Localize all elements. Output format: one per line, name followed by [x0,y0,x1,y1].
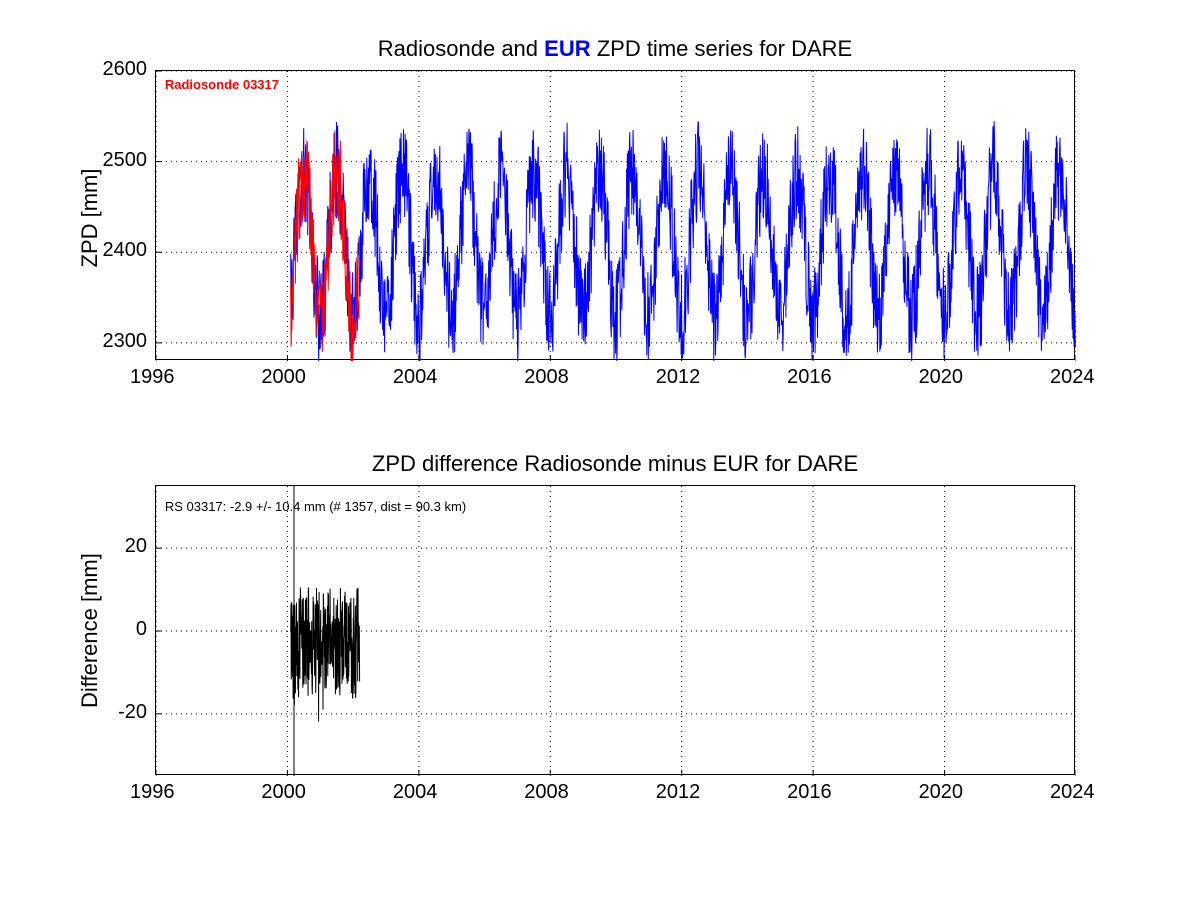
plot2-canvas [156,486,1076,776]
plot1-canvas [156,71,1076,361]
xtick-label: 2012 [656,366,701,389]
ytick-label: 0 [136,618,147,641]
xtick-label: 2008 [524,781,569,804]
xtick-label: 2016 [787,366,832,389]
xtick-label: 2000 [261,781,306,804]
ytick-label: 20 [125,535,147,558]
ytick-label: 2500 [103,149,148,172]
plot1-title-part-0: Radiosonde and [378,36,544,61]
figure-container: Radiosonde and EUR ZPD time series for D… [0,0,1201,901]
xtick-label: 2008 [524,366,569,389]
plot1-title-part-1: EUR [544,36,590,61]
xtick-label: 1996 [130,366,175,389]
plot1-ylabel: ZPD [mm] [77,158,103,278]
xtick-label: 2004 [393,366,438,389]
plot2-ylabel: Difference [mm] [77,558,103,708]
plot2-title: ZPD difference Radiosonde minus EUR for … [155,451,1075,477]
plot2-annotation: RS 03317: -2.9 +/- 10.4 mm (# 1357, dist… [165,499,466,514]
xtick-label: 1996 [130,781,175,804]
xtick-label: 2020 [919,781,964,804]
plot1-title-part-2: ZPD time series for DARE [591,36,853,61]
ytick-label: 2300 [103,330,148,353]
plot1-title: Radiosonde and EUR ZPD time series for D… [155,36,1075,62]
xtick-label: 2016 [787,781,832,804]
plot1-axes [155,70,1075,360]
xtick-label: 2024 [1050,781,1095,804]
plot2-axes [155,485,1075,775]
plot1-annotation: Radiosonde 03317 [165,77,279,92]
ytick-label: 2400 [103,239,148,262]
ytick-label: 2600 [103,58,148,81]
xtick-label: 2020 [919,366,964,389]
xtick-label: 2012 [656,781,701,804]
ytick-label: -20 [118,701,147,724]
xtick-label: 2000 [261,366,306,389]
xtick-label: 2024 [1050,366,1095,389]
xtick-label: 2004 [393,781,438,804]
